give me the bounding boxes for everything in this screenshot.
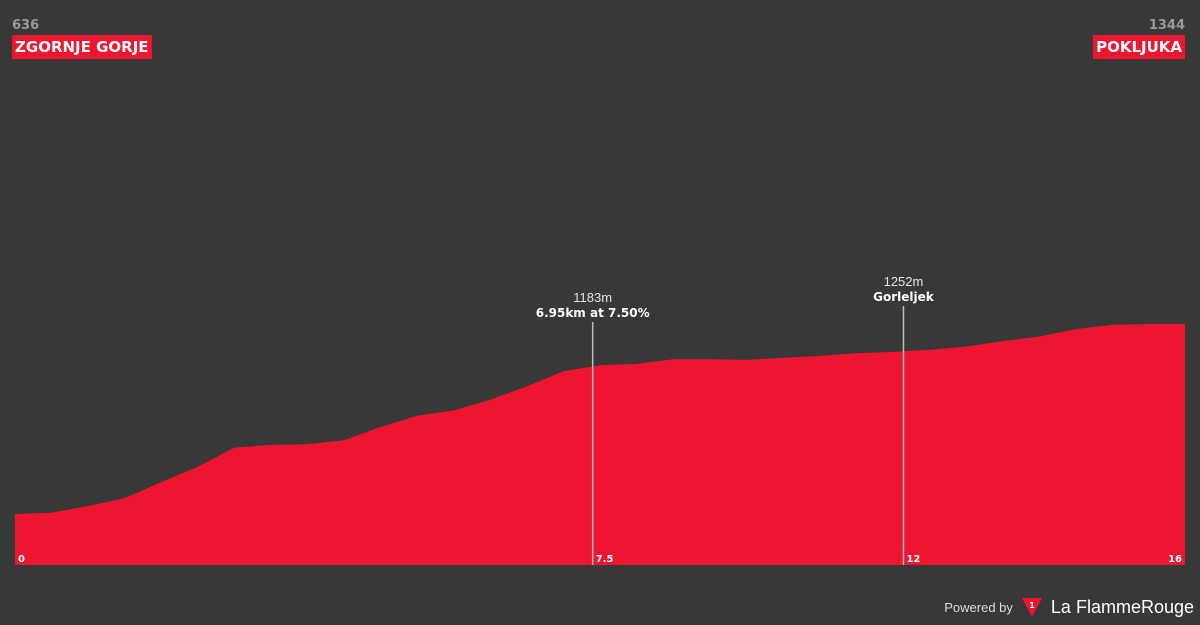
marker-altitude-label: 1252m (884, 274, 924, 289)
finish-info: 1344 POKLJUKA (1093, 18, 1185, 59)
footer-branding: Powered by 1 La FlammeRouge (944, 595, 1194, 619)
distance-tick-label: 0 (18, 554, 25, 565)
brand-name: La FlammeRouge (1050, 596, 1194, 617)
marker-detail-label: 6.95km at 7.50% (536, 306, 650, 320)
distance-tick-label: 7.5 (596, 554, 614, 565)
start-info: 636 ZGORNJE GORJE (12, 18, 152, 59)
powered-by-text: Powered by (944, 599, 1013, 615)
start-location-label: ZGORNJE GORJE (12, 35, 152, 59)
start-altitude: 636 (12, 18, 40, 33)
distance-tick-label: 16 (1168, 554, 1182, 565)
marker-detail-label: Gorleljek (873, 290, 935, 304)
logo-mark-text: 1 (1029, 601, 1035, 610)
flamme-rouge-logo-icon: 1 (1021, 598, 1042, 617)
finish-location-label: POKLJUKA (1093, 35, 1185, 59)
marker-altitude-label: 1183m (573, 290, 612, 305)
finish-altitude: 1344 (1148, 18, 1185, 33)
distance-tick-label: 12 (906, 554, 920, 565)
elevation-area (15, 324, 1185, 565)
